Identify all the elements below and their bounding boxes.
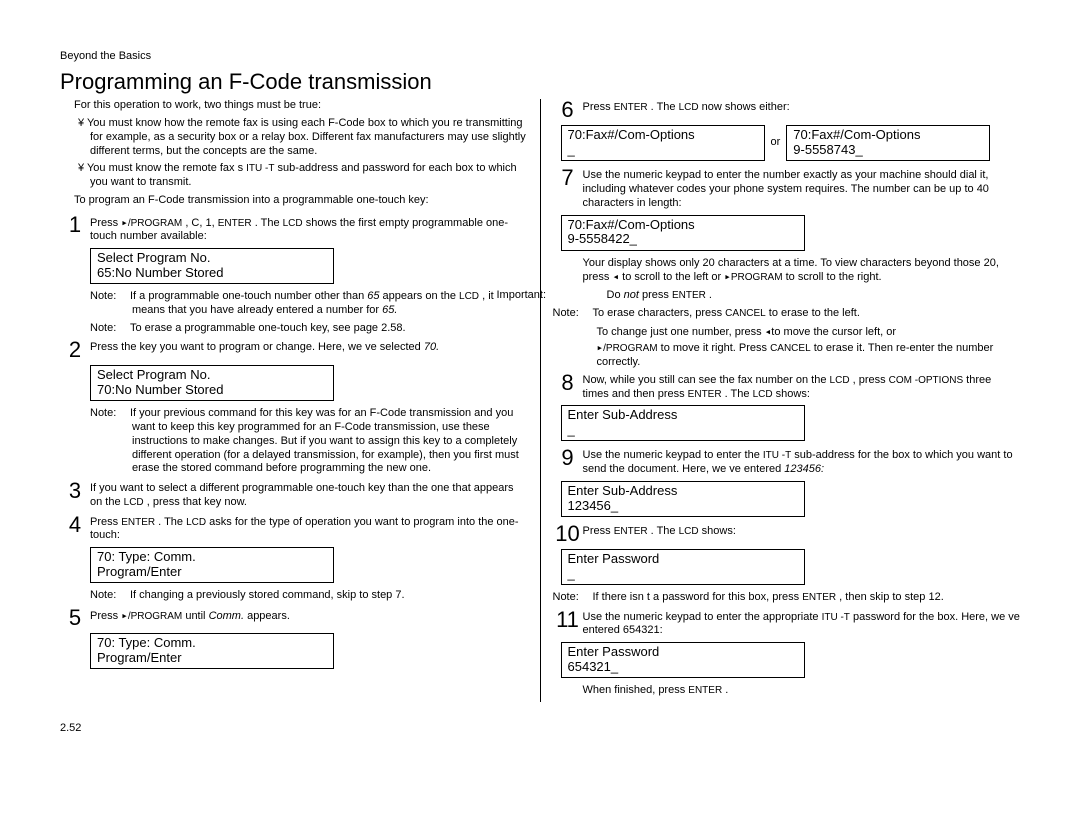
step-1: 1 Press ▸/PROGRAM , C, 1, ENTER . The LC… xyxy=(60,214,528,245)
lcd-display-4: 70: Type: Comm. Program/Enter xyxy=(90,633,334,669)
note-7: Note:To erase characters, press CANCEL t… xyxy=(597,307,1021,321)
step-11-number: 11 xyxy=(553,609,583,639)
lcd-display-6a: 70:Fax#/Com-Options _ xyxy=(561,125,765,161)
note-2: Note:If your previous command for this k… xyxy=(102,407,528,476)
step-8: 8 Now, while you still can see the fax n… xyxy=(553,372,1021,402)
note-3: Note:If changing a previously stored com… xyxy=(102,589,528,603)
finish-text: When finished, press ENTER . xyxy=(583,684,1021,698)
step-8-number: 8 xyxy=(553,372,583,402)
or-text: or xyxy=(765,136,787,150)
lcd-display-2: Select Program No. 70:No Number Stored xyxy=(90,365,334,401)
step-5-number: 5 xyxy=(60,607,90,629)
step-3: 3 If you want to select a different prog… xyxy=(60,480,528,510)
para-program: To program an F-Code transmission into a… xyxy=(74,194,528,208)
step-11: 11 Use the numeric keypad to enter the a… xyxy=(553,609,1021,639)
step-10: 10 Press ENTER . The LCD shows: xyxy=(553,523,1021,545)
lcd-display-7: 70:Fax#/Com-Options 9-5558422_ xyxy=(561,215,805,251)
step-6-body: Press ENTER . The LCD now shows either: xyxy=(583,99,1021,121)
step-9-number: 9 xyxy=(553,447,583,477)
lcd-display-6b: 70:Fax#/Com-Options 9-5558743_ xyxy=(786,125,990,161)
step-10-body: Press ENTER . The LCD shows: xyxy=(583,523,1021,545)
lcd-display-11: Enter Password 654321_ xyxy=(561,642,805,678)
step-6: 6 Press ENTER . The LCD now shows either… xyxy=(553,99,1021,121)
lcd-display-3: 70: Type: Comm. Program/Enter xyxy=(90,547,334,583)
step-11-body: Use the numeric keypad to enter the appr… xyxy=(583,609,1021,639)
step-7: 7 Use the numeric keypad to enter the nu… xyxy=(553,167,1021,210)
step-9-body: Use the numeric keypad to enter the ITU … xyxy=(583,447,1021,477)
scroll-info: Your display shows only 20 characters at… xyxy=(583,257,1021,286)
intro-text: For this operation to work, two things m… xyxy=(74,99,528,113)
step-3-number: 3 xyxy=(60,480,90,510)
step-7-body: Use the numeric keypad to enter the numb… xyxy=(583,167,1021,210)
lcd-display-9: Enter Sub-Address 123456_ xyxy=(561,481,805,517)
step-9: 9 Use the numeric keypad to enter the IT… xyxy=(553,447,1021,477)
step-3-body: If you want to select a different progra… xyxy=(90,480,528,510)
step-1-body: Press ▸/PROGRAM , C, 1, ENTER . The LCD … xyxy=(90,214,528,245)
step-10-number: 10 xyxy=(553,523,583,545)
note-1a: Note:If a programmable one-touch number … xyxy=(102,290,528,318)
lcd-display-1: Select Program No. 65:No Number Stored xyxy=(90,248,334,284)
step-2-number: 2 xyxy=(60,339,90,361)
page-header: Beyond the Basics xyxy=(60,50,1020,64)
step-4-number: 4 xyxy=(60,514,90,544)
step-2: 2 Press the key you want to program or c… xyxy=(60,339,528,361)
note-10: Note:If there isn t a password for this … xyxy=(597,591,1021,605)
step-1-number: 1 xyxy=(60,214,90,245)
step-5: 5 Press ▸/PROGRAM until Comm. appears. xyxy=(60,607,528,629)
step-7-number: 7 xyxy=(553,167,583,210)
step-6-number: 6 xyxy=(553,99,583,121)
important-note: Important:Do not press ENTER . xyxy=(609,289,1021,303)
step-4-body: Press ENTER . The LCD asks for the type … xyxy=(90,514,528,544)
lcd-display-10: Enter Password _ xyxy=(561,549,805,585)
page-title: Programming an F-Code transmission xyxy=(60,68,1020,96)
step-5-body: Press ▸/PROGRAM until Comm. appears. xyxy=(90,607,528,629)
note-7-line2: To change just one number, press ◂to mov… xyxy=(597,325,1021,340)
page-number: 2.52 xyxy=(60,722,1020,736)
bullet-2: ¥ You must know the remote fax s ITU -T … xyxy=(90,162,528,190)
step-8-body: Now, while you still can see the fax num… xyxy=(583,372,1021,402)
bullet-1: ¥ You must know how the remote fax is us… xyxy=(90,117,528,158)
step-4: 4 Press ENTER . The LCD asks for the typ… xyxy=(60,514,528,544)
lcd-display-8: Enter Sub-Address _ xyxy=(561,405,805,441)
right-column: 6 Press ENTER . The LCD now shows either… xyxy=(540,99,1021,702)
step-2-body: Press the key you want to program or cha… xyxy=(90,339,528,361)
left-column: For this operation to work, two things m… xyxy=(60,99,540,702)
note-7-line3: ▸/PROGRAM to move it right. Press CANCEL… xyxy=(597,341,1021,370)
note-1b: Note:To erase a programmable one-touch k… xyxy=(102,322,528,336)
